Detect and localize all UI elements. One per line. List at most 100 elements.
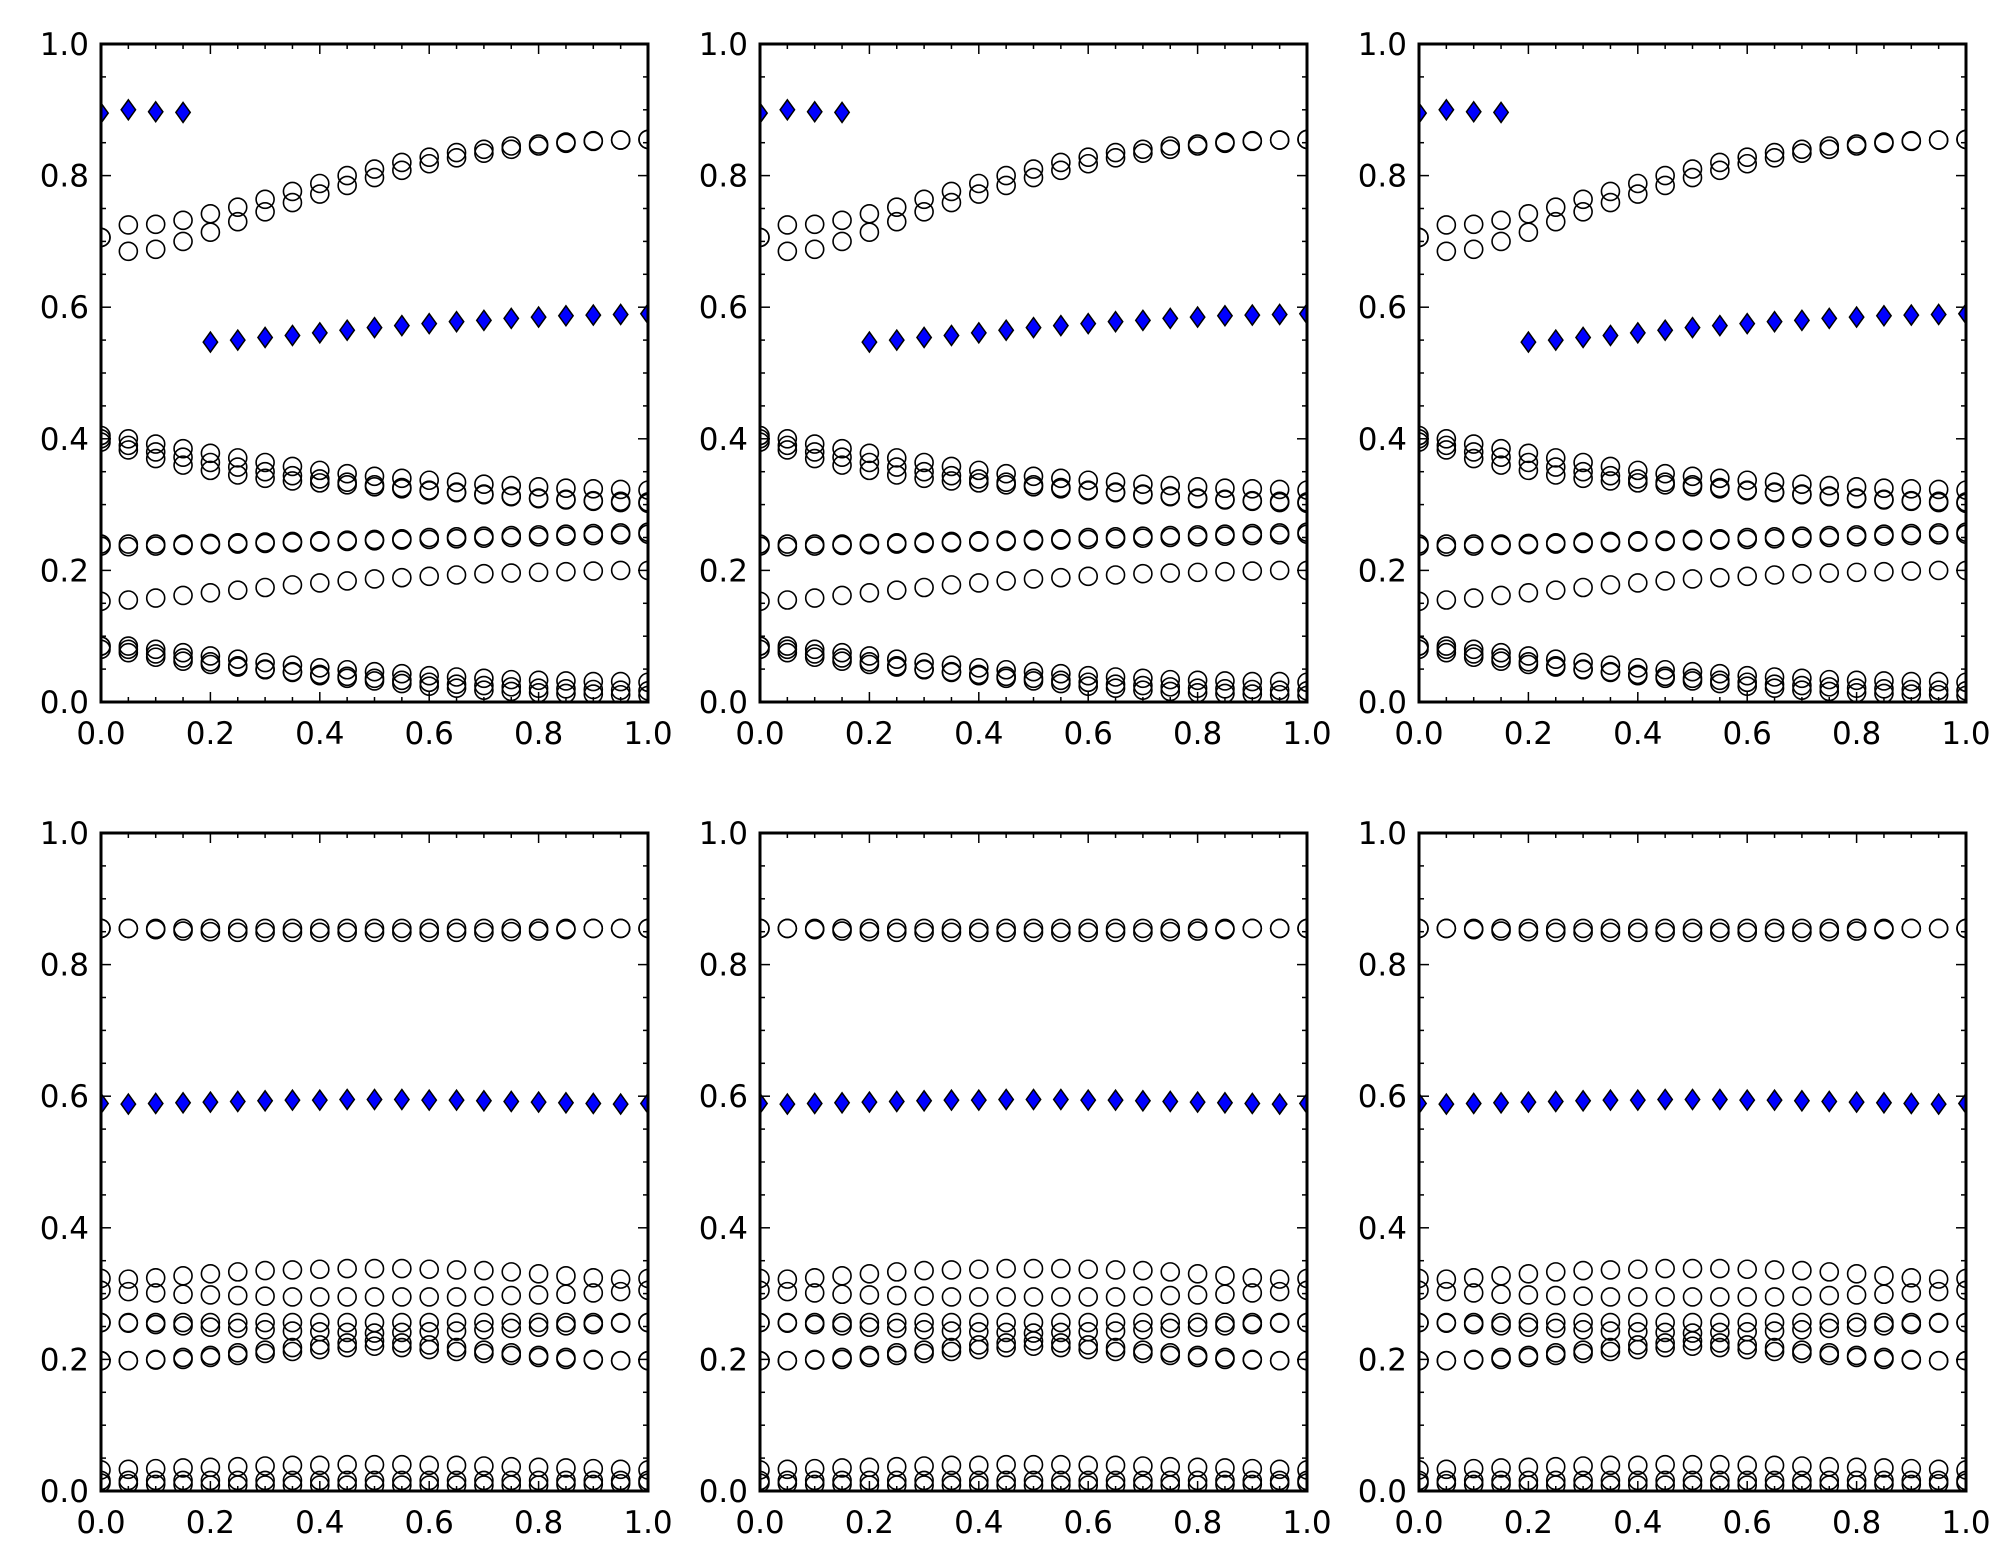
circle-marker — [1518, 1347, 1539, 1368]
circle-marker — [1655, 1475, 1675, 1491]
diamond-marker — [1875, 1091, 1893, 1115]
circle-marker — [200, 443, 221, 464]
circle-marker — [914, 452, 934, 473]
circle-marker — [364, 167, 385, 188]
diamond-marker — [1025, 1088, 1042, 1111]
diamond-marker — [1216, 1091, 1234, 1115]
circle-marker — [1545, 1318, 1566, 1339]
circle-marker — [1710, 1322, 1730, 1343]
circle-marker — [832, 447, 852, 468]
circle-marker — [1051, 152, 1071, 173]
diamond-marker — [1903, 303, 1920, 327]
circle-marker — [1297, 1268, 1307, 1289]
circle-marker — [1682, 477, 1703, 497]
circle-marker — [282, 1321, 303, 1341]
circle-marker — [1269, 684, 1290, 702]
circle-marker — [556, 1284, 576, 1305]
circle-marker — [1874, 1316, 1894, 1336]
circle-marker — [1269, 492, 1290, 513]
circle-marker — [474, 922, 494, 943]
circle-marker — [1737, 1335, 1757, 1355]
circle-marker — [145, 639, 166, 660]
circle-marker — [227, 1285, 248, 1306]
circle-marker — [528, 488, 549, 509]
circle-marker — [227, 448, 248, 468]
circle-marker — [1518, 533, 1539, 554]
circle-marker — [1792, 1319, 1812, 1340]
circle-marker — [777, 1269, 798, 1289]
circle-marker — [1078, 1287, 1098, 1307]
x-tick-label: 0.2 — [845, 1505, 894, 1541]
circle-marker — [886, 656, 907, 676]
circle-marker — [610, 1313, 631, 1334]
circle-marker — [1023, 922, 1044, 943]
circle-marker — [419, 1287, 440, 1307]
circle-marker — [1023, 1336, 1044, 1357]
circle-marker — [1215, 132, 1235, 152]
circle-marker — [1297, 480, 1307, 500]
diamond-marker — [1520, 1090, 1537, 1114]
circle-marker — [941, 1470, 962, 1491]
circle-marker — [392, 1333, 412, 1353]
diamond-marker — [806, 1092, 823, 1115]
circle-marker — [1928, 1459, 1949, 1480]
circle-marker — [1051, 160, 1071, 181]
circle-marker — [804, 214, 825, 235]
circle-marker — [1051, 479, 1071, 499]
circle-marker — [556, 919, 576, 940]
circle-marker — [610, 918, 631, 939]
circle-marker — [310, 1475, 330, 1491]
circle-marker — [173, 534, 193, 554]
diamond-marker — [120, 98, 137, 122]
circle-marker — [914, 1456, 934, 1476]
circle-marker — [1105, 482, 1126, 503]
circle-marker — [859, 582, 880, 603]
diamond-marker — [503, 307, 520, 330]
axes-frame — [99, 42, 650, 704]
circle-marker — [1628, 657, 1648, 678]
circle-marker — [968, 473, 989, 493]
circle-marker — [1436, 590, 1457, 610]
circle-marker — [1242, 1283, 1263, 1303]
circle-marker — [556, 1349, 576, 1370]
circle-marker — [610, 492, 631, 513]
circle-marker — [1901, 1283, 1922, 1303]
circle-marker — [941, 181, 962, 202]
circle-marker — [1187, 1475, 1208, 1491]
circle-marker — [145, 918, 166, 939]
circle-marker — [200, 203, 221, 224]
circle-marker — [392, 673, 412, 694]
circle-marker — [1463, 639, 1484, 660]
y-tick-label: 0.0 — [40, 685, 89, 721]
circle-marker — [1187, 921, 1208, 941]
circle-marker — [914, 1260, 934, 1281]
diamond-marker — [311, 321, 328, 345]
circle-marker — [1792, 139, 1812, 160]
x-tick-label: 0.8 — [514, 716, 563, 752]
circle-marker — [1928, 479, 1949, 500]
circle-marker — [200, 534, 221, 555]
circle-marker — [1051, 1470, 1071, 1491]
circle-marker — [501, 139, 522, 160]
diamond-marker — [1629, 1088, 1646, 1112]
circle-marker — [583, 1350, 604, 1370]
x-tick-label: 0.2 — [1504, 1505, 1553, 1541]
circle-marker — [255, 1475, 275, 1491]
circle-marker — [996, 530, 1016, 550]
circle-marker — [1269, 671, 1290, 692]
circle-marker — [1463, 239, 1484, 260]
circle-marker — [638, 1280, 648, 1301]
diamond-marker — [1271, 303, 1288, 326]
circle-marker — [1545, 1345, 1566, 1366]
circle-marker — [886, 1345, 907, 1366]
circle-marker — [255, 532, 275, 552]
diamond-marker — [475, 1089, 493, 1113]
diamond-marker — [101, 1092, 110, 1115]
circle-marker — [914, 532, 934, 552]
circle-marker — [1628, 573, 1648, 593]
circle-marker — [501, 677, 522, 697]
circle-marker — [1463, 1470, 1484, 1491]
data-markers — [101, 918, 648, 1491]
circle-marker — [1928, 1350, 1949, 1371]
axes-frame — [1417, 42, 1968, 704]
